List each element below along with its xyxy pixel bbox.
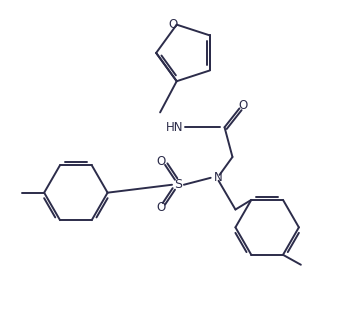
Text: O: O — [156, 201, 166, 214]
Text: O: O — [156, 155, 166, 168]
Text: O: O — [168, 18, 177, 31]
Text: HN: HN — [166, 121, 184, 134]
Text: S: S — [174, 178, 182, 191]
Text: N: N — [214, 171, 223, 184]
Text: O: O — [239, 99, 248, 112]
